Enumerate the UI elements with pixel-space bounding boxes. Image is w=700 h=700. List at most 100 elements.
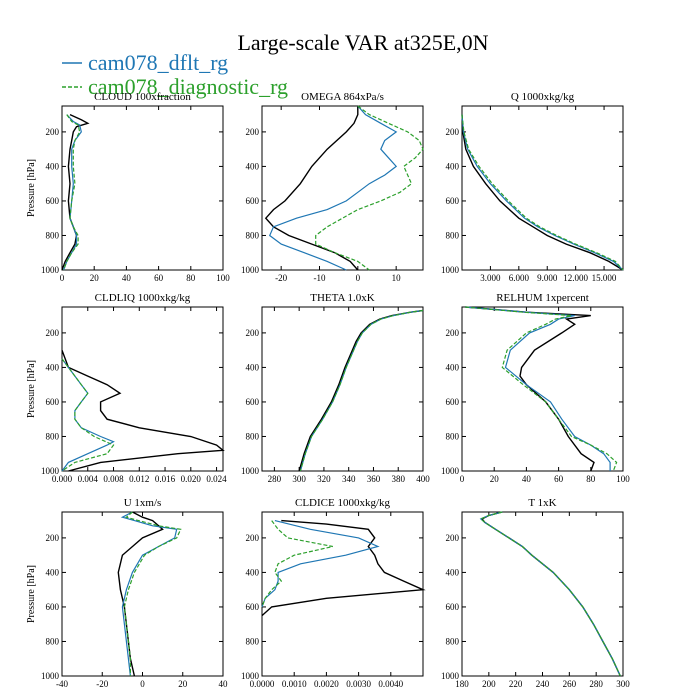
x-tick-label: 20 [178,679,188,689]
x-tick-label: 10 [392,273,402,283]
x-tick-label: 240 [536,679,550,689]
plot-frame [61,511,224,677]
y-tick-label: 1000 [41,265,60,275]
x-tick-label: 80 [586,474,596,484]
series-line-diagnostic [315,105,424,271]
series-line-control [261,519,426,617]
y-tick-label: 400 [246,161,260,171]
panel-title: U 1xm/s [124,497,162,509]
y-tick-label: 1000 [441,265,460,275]
x-tick-label: 280 [268,474,282,484]
y-tick-label: 1000 [241,466,260,476]
y-tick-label: 600 [46,196,60,206]
x-tick-label: 0.008 [103,474,124,484]
x-tick-label: 340 [342,474,356,484]
x-tick-label: 40 [122,273,132,283]
series-line-control [61,349,225,472]
y-tick-label: 200 [446,533,460,543]
x-tick-label: 60 [154,273,164,283]
series-line-dflt [261,520,380,608]
y-tick-label: 200 [246,127,260,137]
y-tick-label: 400 [446,567,460,577]
x-tick-label: 320 [317,474,331,484]
y-axis-label: Pressure [hPa] [26,159,37,217]
y-tick-label: 800 [446,431,460,441]
y-tick-label: 800 [46,230,60,240]
y-tick-label: 400 [46,362,60,372]
y-tick-label: 600 [246,196,260,206]
y-tick-label: 800 [46,636,60,646]
y-tick-label: 800 [246,636,260,646]
x-tick-label: 0.016 [155,474,176,484]
plot-frame [461,105,624,271]
y-tick-label: 400 [46,567,60,577]
x-tick-label: 0 [356,273,361,283]
y-tick-label: 200 [46,533,60,543]
panel-title: CLDLIQ 1000xkg/kg [95,292,191,304]
x-tick-label: 380 [391,474,405,484]
panel-title: Q 1000xkg/kg [511,91,575,103]
panel-title: RELHUM 1xpercent [496,292,589,304]
panel-title: T 1xK [528,497,556,509]
y-tick-label: 800 [246,431,260,441]
plot-frame [461,511,624,677]
y-tick-label: 400 [246,362,260,372]
series-line-diagnostic [461,114,624,271]
panel-title: THETA 1.0xK [310,292,375,304]
x-tick-label: 0.0000 [250,679,275,689]
plot-frame [61,105,224,271]
x-tick-label: 15.000 [592,273,617,283]
series-line-diagnostic [479,511,621,677]
x-tick-label: 0.0040 [378,679,403,689]
y-tick-label: 1000 [441,466,460,476]
x-tick-label: 300 [292,474,306,484]
y-tick-label: 600 [446,196,460,206]
x-tick-label: 0.0010 [282,679,307,689]
x-tick-label: 3.000 [480,273,501,283]
y-tick-label: 200 [246,328,260,338]
panel-4: THETA 1.0xK 200 400 600 800 1000 280 300 320 340 3… [241,292,430,484]
x-tick-label: 180 [455,679,469,689]
series-line-dflt [461,114,624,271]
x-tick-label: -10 [314,273,326,283]
panel-title: CLDICE 1000xkg/kg [295,497,391,509]
series-line-dflt [479,511,621,677]
y-tick-label: 600 [46,602,60,612]
x-tick-label: 0.000 [52,474,73,484]
x-tick-label: 9.000 [537,273,558,283]
x-tick-label: 60 [554,474,564,484]
series-line-dflt [465,306,611,471]
x-tick-label: -20 [275,273,287,283]
y-tick-label: 400 [446,161,460,171]
plot-frame [61,306,224,472]
y-tick-label: 1000 [241,265,260,275]
x-tick-label: 0 [460,474,465,484]
x-tick-label: -20 [96,679,108,689]
series-line-control [465,306,595,472]
y-tick-label: 200 [246,533,260,543]
figure-title: Large-scale VAR at325E,0N [237,30,488,55]
y-tick-label: 600 [246,397,260,407]
plot-frame [261,306,424,472]
x-tick-label: 200 [482,679,496,689]
panel-title: OMEGA 864xPa/s [301,91,384,103]
y-tick-label: 1000 [41,671,60,681]
x-tick-label: 220 [509,679,523,689]
y-tick-label: 200 [446,328,460,338]
y-tick-label: 400 [446,362,460,372]
x-tick-label: 20 [490,474,500,484]
x-tick-label: 260 [563,679,577,689]
y-tick-label: 600 [446,397,460,407]
x-tick-label: 6.000 [509,273,530,283]
x-tick-label: 20 [90,273,100,283]
x-tick-label: 12.000 [563,273,588,283]
series-line-control [461,114,624,271]
x-tick-label: 80 [186,273,196,283]
panel-title: CLOUD 100xfraction [94,91,191,103]
y-tick-label: 200 [46,328,60,338]
y-axis-label: Pressure [hPa] [26,360,37,418]
x-tick-label: -40 [56,679,68,689]
x-tick-label: 40 [219,679,229,689]
